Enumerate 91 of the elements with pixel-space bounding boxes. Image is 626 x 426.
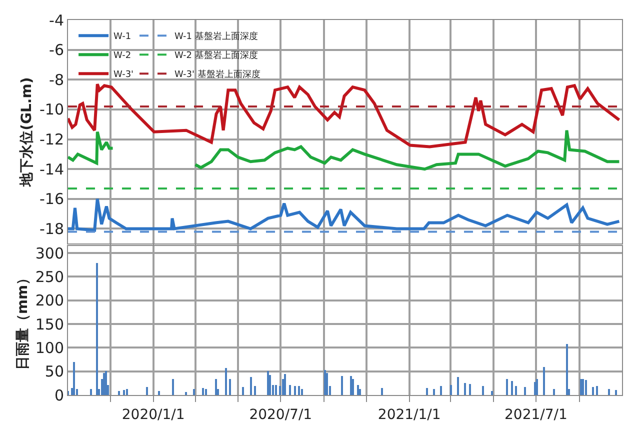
bar	[269, 374, 271, 395]
bar	[515, 386, 517, 395]
bar	[608, 388, 610, 395]
bar	[215, 378, 217, 395]
bar	[250, 376, 252, 395]
y-tick-label: -14	[40, 160, 64, 178]
legend-label: W-1	[114, 32, 132, 42]
bar	[118, 390, 120, 395]
y-tick-label: 50	[44, 362, 64, 381]
bar	[126, 388, 128, 395]
y-tick-label: 200	[35, 292, 64, 310]
bar	[582, 378, 584, 395]
legend-label: W-2	[114, 51, 132, 62]
bar	[103, 372, 105, 395]
bar	[73, 362, 75, 395]
y-tick-label: 250	[35, 268, 64, 286]
bar	[146, 386, 148, 395]
bar	[596, 386, 598, 395]
bar	[433, 388, 435, 395]
y-tick-label: 0	[54, 386, 64, 404]
bar	[469, 384, 471, 395]
bar	[543, 366, 545, 395]
bar	[534, 382, 536, 395]
bar	[352, 378, 354, 395]
bar	[172, 378, 174, 395]
bar	[185, 392, 187, 395]
y-tick-label: -16	[40, 190, 64, 208]
bar	[242, 386, 244, 395]
y-tick-label: -12	[40, 130, 64, 149]
bar	[267, 370, 269, 395]
bar	[90, 388, 92, 395]
y-tick-label: -18	[40, 220, 64, 238]
bar	[229, 378, 231, 395]
legend-label: W-3' 基盤岩上面深度	[174, 69, 260, 80]
bar	[202, 388, 204, 395]
y-tick-label: 100	[35, 338, 64, 357]
x-tick-label: 2020/1/1	[122, 406, 185, 423]
bar	[580, 378, 582, 395]
bar	[357, 384, 359, 395]
x-tick-label: 2020/7/1	[249, 406, 312, 423]
y-axis-title: 日雨量（mm）	[14, 270, 31, 370]
bar	[553, 388, 555, 395]
bar	[158, 390, 160, 395]
bar	[506, 378, 508, 395]
y-tick-label: -6	[49, 41, 64, 60]
bar	[254, 386, 256, 395]
bar	[324, 370, 326, 395]
x-tick-label: 2021/7/1	[504, 406, 568, 423]
bar	[275, 384, 277, 395]
bar	[592, 386, 594, 395]
bar	[225, 368, 227, 395]
bar	[566, 344, 568, 395]
bar	[426, 388, 428, 395]
bar	[205, 388, 207, 395]
legend-label: W-1 基盤岩上面深度	[174, 31, 258, 42]
bar	[294, 386, 296, 395]
bar	[615, 390, 617, 395]
bar	[284, 374, 286, 395]
bar	[96, 262, 98, 395]
bar	[440, 386, 442, 395]
bar	[350, 376, 352, 395]
y-tick-label: -4	[49, 11, 64, 30]
bar	[193, 388, 195, 395]
bar	[326, 372, 328, 395]
bar	[289, 384, 291, 395]
bar	[464, 382, 466, 395]
line-series	[68, 197, 621, 232]
bar	[482, 386, 484, 395]
bar	[450, 384, 452, 395]
y-tick-label: -10	[40, 100, 64, 119]
bar	[585, 380, 587, 395]
bar	[123, 390, 125, 395]
y-tick-label: 300	[35, 244, 64, 262]
bar	[381, 388, 383, 395]
bar	[536, 378, 538, 395]
legend-label: W-3'	[114, 70, 134, 80]
legend-label: W-2 基盤岩上面深度	[174, 50, 258, 62]
y-tick-label: 150	[35, 315, 64, 334]
bar	[298, 386, 300, 395]
bar	[105, 370, 107, 395]
bar	[524, 386, 526, 395]
bar	[491, 390, 493, 395]
line-series	[68, 82, 621, 148]
bar	[301, 388, 303, 395]
y-tick-label: -8	[49, 70, 64, 89]
bar	[511, 380, 513, 395]
bar	[457, 376, 459, 395]
bar	[359, 388, 361, 395]
y-axis-title: 地下水位(GL.m)	[19, 77, 36, 188]
bar	[341, 376, 343, 395]
x-tick-label: 2021/1/1	[378, 406, 441, 423]
